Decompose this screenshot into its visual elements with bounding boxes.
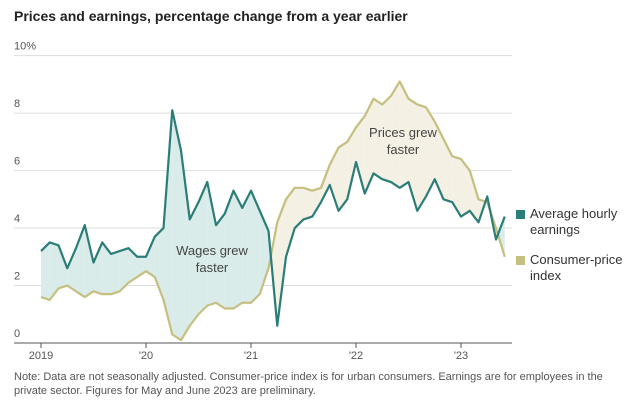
gap-fill — [41, 242, 50, 300]
gap-fill — [128, 248, 138, 283]
note: Note: Data are not seasonally adjusted. … — [14, 371, 603, 397]
gap-fill — [146, 236, 155, 277]
gap-fill — [58, 245, 68, 289]
gap-fill — [347, 127, 356, 200]
gap-fill — [408, 98, 418, 211]
gap-fill — [426, 107, 435, 197]
annotation: Wages grew faster — [176, 243, 248, 275]
gap-fill — [469, 170, 479, 223]
y-tick-label: 4 — [14, 213, 20, 225]
gap-fill — [303, 187, 313, 220]
gap-fill — [452, 156, 461, 217]
gap-fill — [102, 242, 111, 295]
x-tick-label: 2019 — [29, 350, 53, 362]
gap-fill — [364, 98, 374, 194]
gap-fill — [181, 150, 190, 341]
gap-fill — [497, 216, 505, 257]
gap-fill — [399, 81, 409, 188]
x-tick-label: '23 — [454, 350, 468, 362]
gap-fill — [189, 202, 199, 326]
gap-fill — [119, 248, 129, 292]
gap-fill — [49, 242, 59, 300]
y-tick-label: 0 — [14, 328, 20, 340]
gap-fill — [224, 190, 234, 309]
chart-title: Prices and earnings, percentage change f… — [14, 8, 408, 24]
gap-fills — [41, 81, 505, 341]
gap-fill — [443, 138, 453, 203]
y-tick-label: 6 — [14, 156, 20, 168]
gap-fill — [434, 121, 444, 200]
gap-fill — [163, 110, 173, 335]
x-tick-label: '21 — [244, 350, 258, 362]
gap-fill — [382, 95, 391, 183]
legend-label: Average hourly earnings — [530, 206, 618, 237]
legend-swatch — [516, 256, 525, 265]
gap-fill — [242, 190, 251, 303]
gap-fill — [84, 225, 94, 298]
gap-fill — [198, 182, 208, 315]
gap-fill — [172, 110, 181, 341]
gap-fill — [338, 141, 348, 211]
gap-fill — [321, 164, 330, 203]
series-line — [40, 109, 506, 327]
annotation: Prices grew faster — [369, 125, 437, 157]
gap-fill — [294, 187, 304, 229]
gap-fill — [251, 190, 260, 303]
gap-fill — [391, 81, 400, 188]
gap-fill — [216, 213, 225, 309]
y-tick-label: 8 — [14, 98, 20, 110]
x-tick-label: '22 — [349, 350, 363, 362]
legend-label: Consumer-price index — [530, 252, 623, 283]
gap-fill — [286, 187, 295, 257]
gap-fill — [67, 248, 76, 292]
gap-fill — [417, 104, 426, 211]
legend-swatch — [516, 210, 525, 219]
gap-fill — [312, 187, 321, 217]
gap-fill — [207, 182, 216, 306]
gap-fill — [233, 190, 243, 309]
gap-fill — [93, 242, 103, 295]
y-tick-label: 2 — [14, 271, 20, 283]
gap-fill — [373, 98, 383, 180]
series-line — [40, 80, 506, 342]
gap-fill — [461, 159, 470, 217]
gap-fill — [329, 147, 339, 211]
gap-fill — [111, 251, 120, 295]
x-tick-label: '20 — [139, 350, 153, 362]
y-tick-label: 10% — [14, 41, 36, 53]
gap-fill — [277, 199, 286, 326]
gap-fill — [356, 115, 365, 194]
